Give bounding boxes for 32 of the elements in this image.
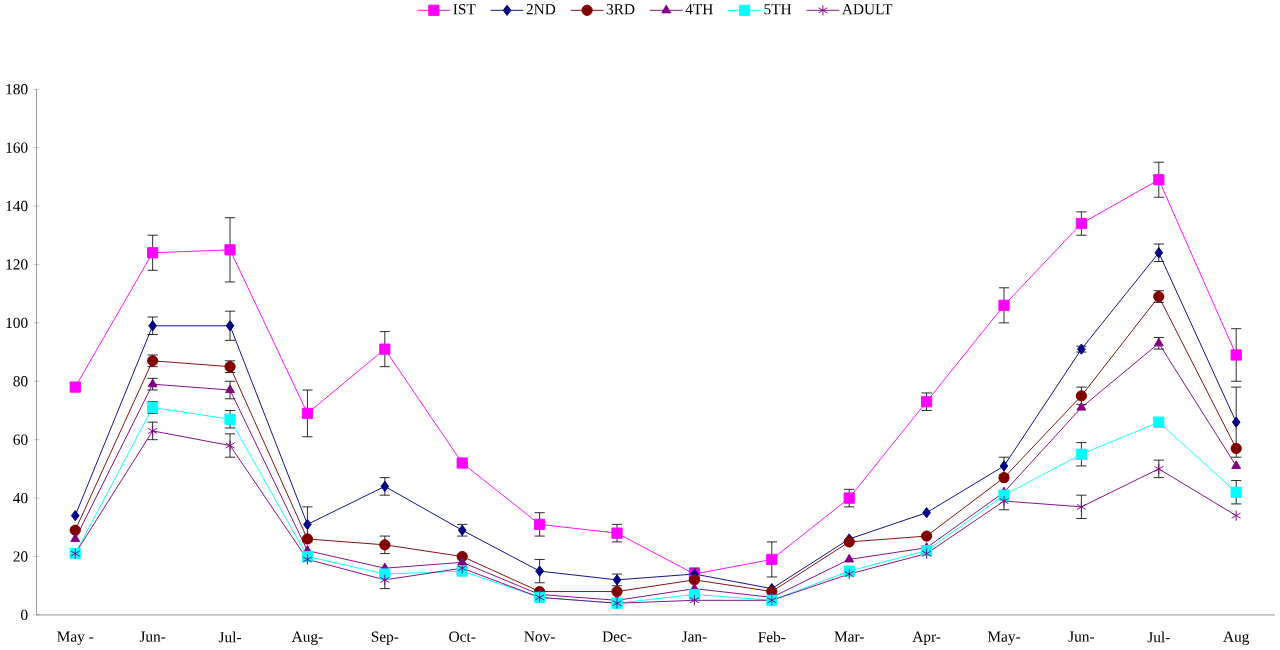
- x-tick-label: May -: [57, 631, 94, 645]
- legend-label: IST: [453, 4, 476, 15]
- x-tick-label: Jan-: [681, 631, 707, 642]
- x-tick-label: Jul-: [218, 631, 241, 643]
- y-tick-label: 20: [13, 551, 28, 562]
- y-tick-label: 0: [21, 609, 28, 621]
- y-tick-label: 40: [13, 492, 28, 504]
- y-tick-label: 80: [13, 376, 28, 387]
- legend-label: 3RD: [606, 4, 635, 15]
- x-tick-label: Aug: [1223, 631, 1250, 645]
- y-tick-label: 160: [6, 142, 28, 153]
- y-tick-label: 180: [6, 83, 28, 95]
- x-tick-label: Mar-: [834, 631, 864, 642]
- y-tick-label: 100: [6, 317, 28, 328]
- legend-label: 5TH: [764, 4, 792, 15]
- x-tick-label: Feb-: [758, 631, 786, 643]
- legend-label: 4TH: [685, 4, 713, 15]
- x-tick-label: Jul-: [1147, 631, 1170, 643]
- x-tick-label: Jun-: [139, 631, 166, 642]
- x-tick-label: Aug-: [291, 631, 323, 645]
- x-tick-label: May-: [987, 631, 1021, 645]
- y-tick-label: 60: [13, 434, 28, 445]
- x-tick-label: Nov-: [524, 631, 555, 642]
- x-tick-label: Jun-: [1068, 631, 1095, 642]
- x-tick-label: Oct-: [449, 631, 476, 642]
- y-tick-label: 120: [6, 259, 28, 270]
- x-tick-label: Apr-: [912, 631, 941, 645]
- legend-label: ADULT: [841, 4, 893, 15]
- legend-label: 2ND: [526, 4, 556, 15]
- x-tick-label: Sep-: [371, 631, 399, 645]
- x-tick-label: Dec-: [602, 631, 632, 642]
- y-tick-label: 140: [6, 200, 28, 212]
